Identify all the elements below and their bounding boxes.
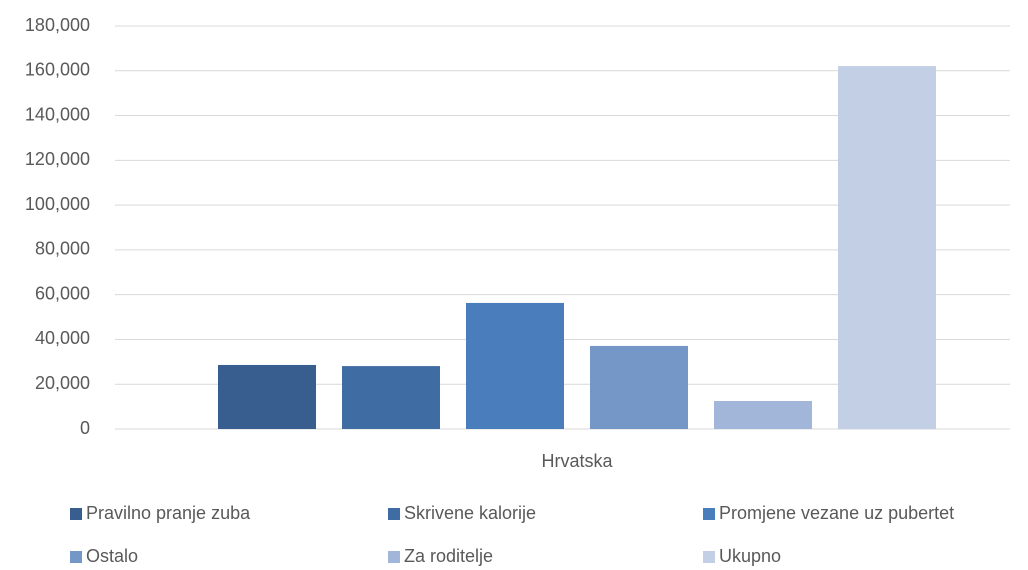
bar: [342, 366, 440, 429]
y-tick-label: 80,000: [35, 239, 90, 259]
legend-label: Skrivene kalorije: [404, 503, 536, 523]
legend-swatch: [388, 508, 400, 520]
legend-swatch: [703, 508, 715, 520]
y-tick-label: 20,000: [35, 373, 90, 393]
legend-swatch: [70, 551, 82, 563]
bar: [218, 364, 316, 429]
legend-label: Ostalo: [86, 546, 138, 566]
legend-swatch: [703, 551, 715, 563]
legend-label: Promjene vezane uz pubertet: [719, 503, 954, 523]
legend-label: Za roditelje: [404, 546, 493, 566]
legend-swatch: [70, 508, 82, 520]
bar: [466, 302, 564, 429]
y-tick-label: 140,000: [25, 104, 90, 124]
y-tick-label: 160,000: [25, 60, 90, 80]
legend-swatch: [388, 551, 400, 563]
legend-label: Ukupno: [719, 546, 781, 566]
y-tick-label: 40,000: [35, 328, 90, 348]
y-tick-label: 180,000: [25, 15, 90, 35]
bar: [590, 345, 688, 429]
y-tick-label: 0: [80, 418, 90, 438]
bar: [714, 401, 812, 429]
y-tick-label: 100,000: [25, 194, 90, 214]
bar: [838, 66, 936, 429]
y-tick-label: 60,000: [35, 283, 90, 303]
x-tick-label: Hrvatska: [541, 451, 613, 471]
legend-label: Pravilno pranje zuba: [86, 503, 251, 523]
y-tick-label: 120,000: [25, 149, 90, 169]
